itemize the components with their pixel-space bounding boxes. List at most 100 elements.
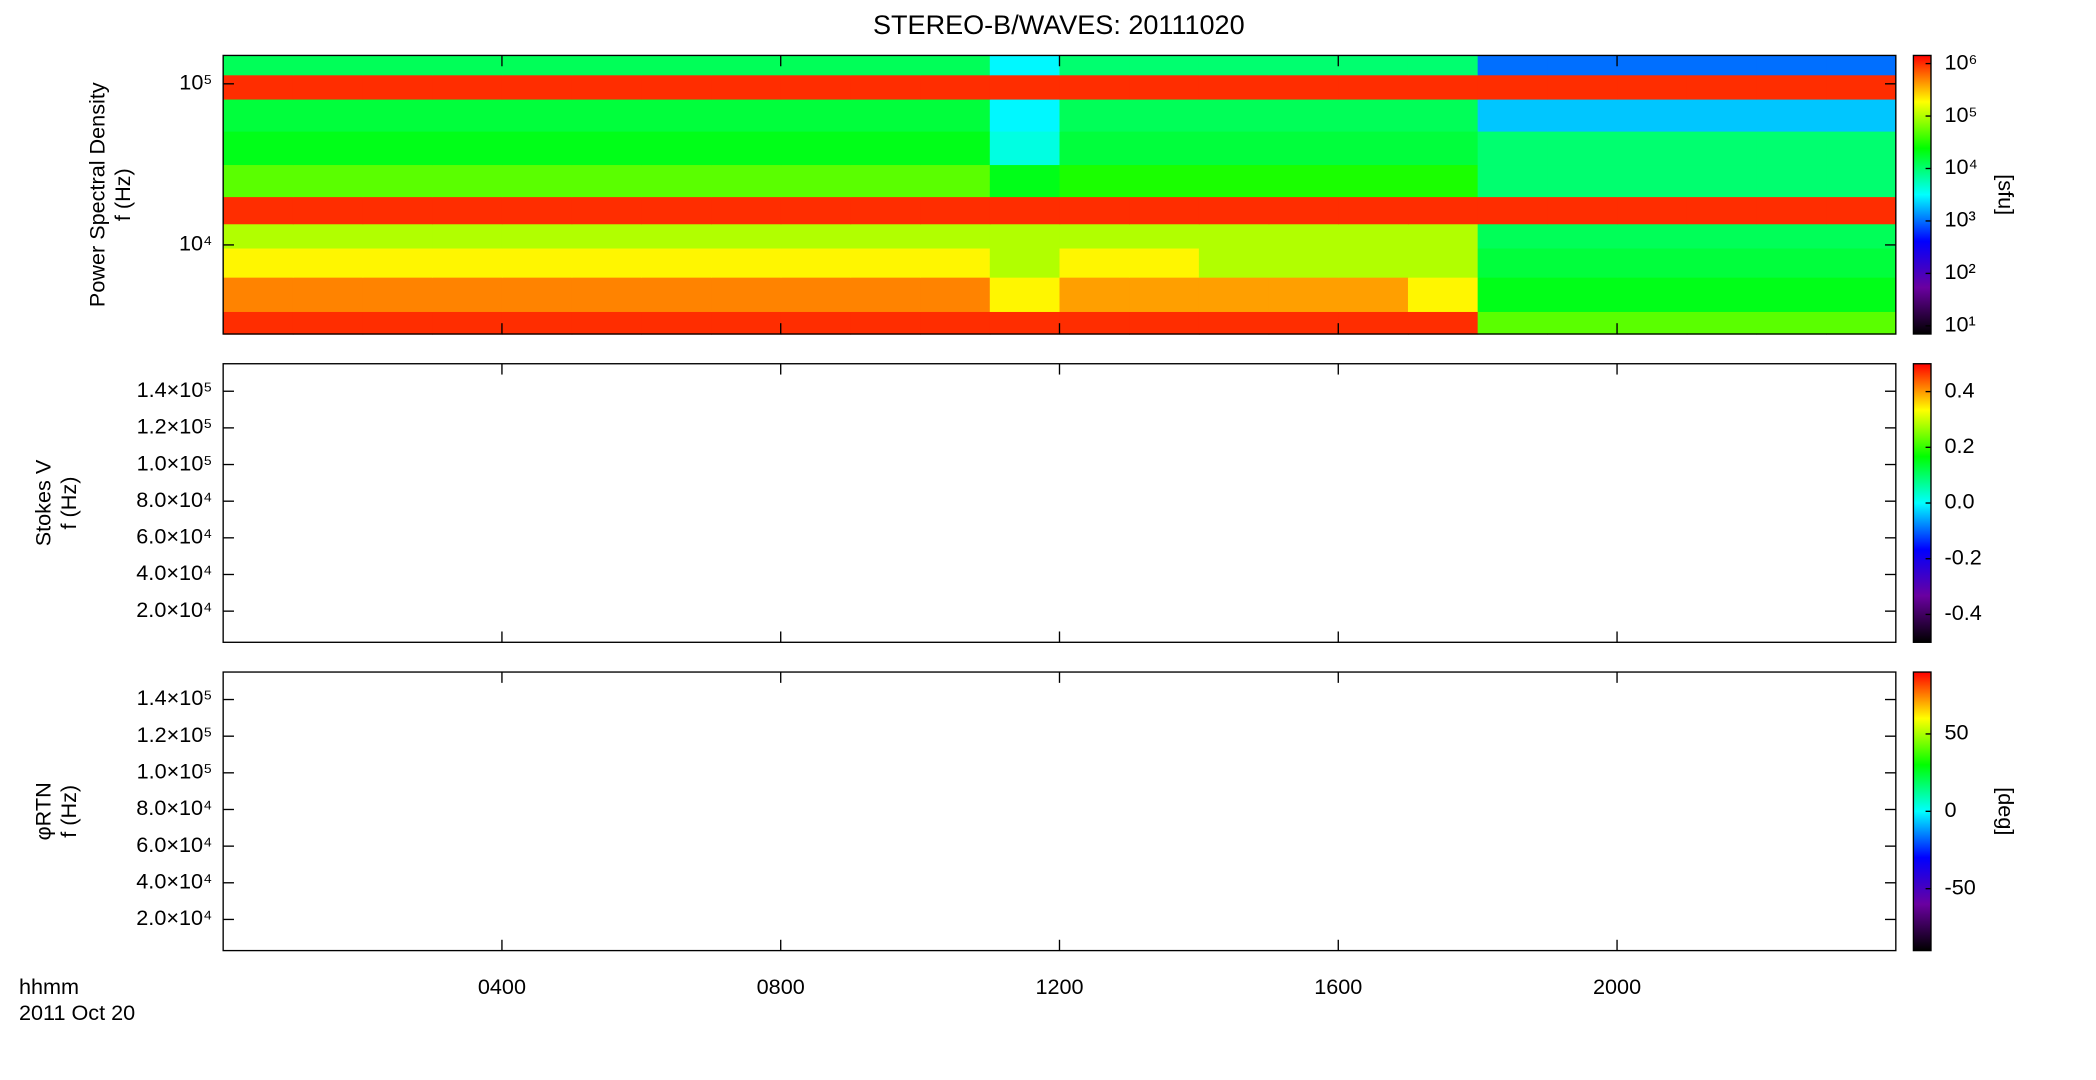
heatmap-cell <box>850 247 921 278</box>
heatmap-cell <box>432 311 503 335</box>
heatmap-cell <box>1198 311 1270 335</box>
heatmap-cell <box>1617 196 1688 225</box>
heatmap-cell <box>1756 164 1827 198</box>
heatmap-cell <box>989 98 1061 132</box>
heatmap-cell <box>571 311 643 335</box>
heatmap-cell <box>292 55 364 76</box>
y-tick-label: 1.4×10⁵ <box>137 685 213 710</box>
heatmap-cell <box>1477 130 1549 166</box>
heatmap-cell <box>501 130 573 166</box>
heatmap-cell <box>362 164 433 198</box>
heatmap-cell <box>1756 74 1827 100</box>
heatmap-cell <box>501 74 573 100</box>
heatmap-cell <box>641 164 712 198</box>
heatmap-cell <box>920 196 991 225</box>
colorbar-tick-label: 0.0 <box>1945 489 1975 514</box>
heatmap-cell <box>989 74 1061 100</box>
heatmap-cell <box>1338 55 1409 76</box>
heatmap-cell <box>1826 98 1897 132</box>
heatmap-cell <box>711 276 782 312</box>
heatmap-cell <box>1059 276 1130 312</box>
heatmap-cell <box>711 74 782 100</box>
heatmap-cell <box>1617 55 1688 76</box>
heatmap-cell <box>571 55 643 76</box>
heatmap-cell <box>1059 55 1130 76</box>
heatmap-cell <box>223 55 294 76</box>
chart-title: STEREO-B/WAVES: 20111020 <box>873 10 1245 40</box>
heatmap-cell <box>920 130 991 166</box>
heatmap-cell <box>362 74 433 100</box>
heatmap-cell <box>1407 164 1479 198</box>
colorbar-tick-label: 10⁵ <box>1945 102 1978 127</box>
heatmap-cell <box>1826 223 1897 249</box>
heatmap-cell <box>292 311 364 335</box>
heatmap-cell <box>1198 74 1270 100</box>
heatmap-cell <box>1547 196 1618 225</box>
heatmap-cell <box>1477 196 1549 225</box>
heatmap-cell <box>571 98 643 132</box>
colorbar-tick-label: 10⁶ <box>1945 49 1978 74</box>
heatmap-cell <box>989 164 1061 198</box>
heatmap-cell <box>1129 74 1200 100</box>
heatmap-cell <box>292 247 364 278</box>
heatmap-cell <box>1756 55 1827 76</box>
heatmap-cell <box>1756 223 1827 249</box>
heatmap-cell <box>1686 311 1758 335</box>
heatmap-cell <box>1826 311 1897 335</box>
heatmap-cell <box>1547 276 1618 312</box>
colorbar-tick-label: 50 <box>1945 720 1969 745</box>
heatmap-cell <box>780 311 852 335</box>
heatmap-cell <box>1477 164 1549 198</box>
y-axis-label: Power Spectral Density <box>84 82 109 307</box>
colorbar-tick-label: 10³ <box>1945 207 1976 232</box>
heatmap-cell <box>292 276 364 312</box>
heatmap-cell <box>641 311 712 335</box>
heatmap-cell <box>641 98 712 132</box>
heatmap-cell <box>1686 130 1758 166</box>
heatmap-cell <box>1129 247 1200 278</box>
colorbar-tick-label: 0.4 <box>1945 377 1975 402</box>
y-tick-label: 10⁵ <box>179 70 212 95</box>
heatmap-cell <box>711 247 782 278</box>
heatmap-cell <box>1059 98 1130 132</box>
heatmap-cell <box>571 130 643 166</box>
heatmap-cell <box>1477 98 1549 132</box>
heatmap-cell <box>1338 223 1409 249</box>
heatmap-cell <box>432 164 503 198</box>
heatmap-cell <box>1198 55 1270 76</box>
heatmap-cell <box>1198 130 1270 166</box>
y-tick-label: 8.0×10⁴ <box>136 795 212 820</box>
heatmap-cell <box>1826 164 1897 198</box>
heatmap-cell <box>780 276 852 312</box>
heatmap-cell <box>1268 130 1339 166</box>
heatmap-cell <box>1826 74 1897 100</box>
heatmap-cell <box>1756 247 1827 278</box>
heatmap-cell <box>780 164 852 198</box>
heatmap-cell <box>711 55 782 76</box>
heatmap-cell <box>1129 55 1200 76</box>
heatmap-cell <box>571 223 643 249</box>
heatmap-cell <box>1338 247 1409 278</box>
heatmap-cell <box>711 311 782 335</box>
heatmap-cell <box>1617 130 1688 166</box>
heatmap-cell <box>362 130 433 166</box>
colorbar-tick-label: 10¹ <box>1945 312 1976 337</box>
x-axis-label: 2011 Oct 20 <box>19 1000 135 1025</box>
y-tick-label: 1.2×10⁵ <box>137 722 213 747</box>
heatmap-cell <box>1059 164 1130 198</box>
heatmap-cell <box>920 98 991 132</box>
heatmap-cell <box>850 130 921 166</box>
heatmap-cell <box>1686 98 1758 132</box>
y-tick-label: 1.4×10⁵ <box>137 377 213 402</box>
heatmap-cell <box>1617 311 1688 335</box>
heatmap-cell <box>1477 247 1549 278</box>
heatmap-cell <box>362 196 433 225</box>
colorbar-tick-label: -50 <box>1945 874 1976 899</box>
heatmap-cell <box>920 74 991 100</box>
heatmap-cell <box>501 247 573 278</box>
y-tick-label: 4.0×10⁴ <box>136 869 212 894</box>
heatmap-cell <box>501 276 573 312</box>
y-tick-label: 1.0×10⁵ <box>137 450 213 475</box>
heatmap-cell <box>501 98 573 132</box>
heatmap-cell <box>223 74 294 100</box>
